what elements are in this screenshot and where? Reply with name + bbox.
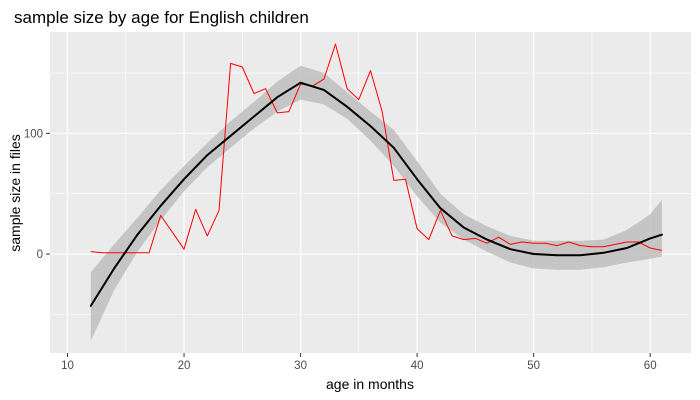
x-tick-label: 30 bbox=[294, 360, 307, 372]
x-axis: 10 20 30 40 50 60 bbox=[61, 353, 657, 372]
y-tick-label: 100 bbox=[24, 128, 43, 140]
smooth-series bbox=[89, 81, 663, 307]
x-tick-label: 40 bbox=[411, 360, 424, 372]
x-tick-label: 50 bbox=[527, 360, 540, 372]
x-tick-label: 20 bbox=[178, 360, 191, 372]
plot-panel bbox=[50, 32, 691, 353]
y-axis-title: sample size in files bbox=[7, 134, 23, 252]
y-tick-label: 0 bbox=[37, 249, 43, 261]
smoothed-trend-line bbox=[89, 81, 663, 307]
y-axis: 0 100 bbox=[24, 128, 50, 261]
chart-title: sample size by age for English children bbox=[14, 8, 309, 27]
raw-sample-size-line bbox=[90, 43, 663, 254]
x-tick-label: 10 bbox=[61, 360, 74, 372]
x-axis-title: age in months bbox=[326, 376, 414, 392]
x-tick-label: 60 bbox=[644, 360, 657, 372]
raw-series bbox=[90, 43, 663, 254]
